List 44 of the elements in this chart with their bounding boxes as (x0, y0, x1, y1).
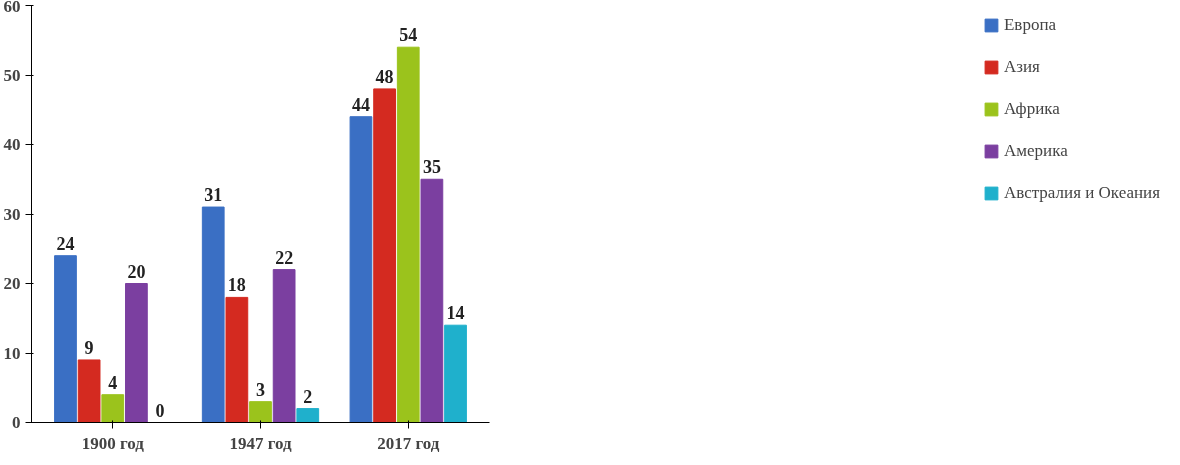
data-label: 35 (422, 157, 441, 178)
data-label: 4 (108, 372, 118, 393)
data-label: 22 (275, 247, 294, 268)
y-tick-label: 50 (3, 65, 21, 85)
legend-label: Австралия и Океания (1003, 183, 1160, 203)
bar (349, 116, 373, 423)
y-tick-label: 0 (12, 413, 21, 432)
bar (444, 324, 467, 423)
bar (420, 178, 444, 423)
data-label: 9 (84, 337, 94, 358)
data-label: 44 (351, 94, 370, 115)
data-label: 0 (155, 400, 165, 421)
bar (272, 269, 296, 423)
bar (77, 359, 101, 423)
bar (101, 394, 125, 423)
data-label: 3 (256, 379, 265, 400)
bar (249, 401, 272, 423)
data-label: 18 (227, 275, 246, 296)
bar (201, 206, 225, 423)
x-tick-label: 1900 год (81, 433, 145, 453)
legend-label: Европа (1003, 15, 1057, 35)
data-label: 31 (204, 185, 223, 206)
data-label: 20 (127, 261, 146, 282)
bar (396, 46, 420, 423)
x-tick-label: 1947 год (229, 433, 292, 453)
data-label: 54 (399, 25, 418, 46)
y-tick-label: 40 (3, 135, 21, 154)
y-tick-label: 10 (3, 343, 21, 363)
data-label: 2 (303, 386, 313, 407)
bar (125, 283, 148, 423)
legend-label: Африка (1003, 99, 1060, 119)
legend-label: Америка (1003, 141, 1068, 161)
y-tick-label: 60 (3, 0, 21, 16)
y-tick-label: 20 (3, 274, 21, 293)
y-tick-label: 30 (3, 204, 21, 224)
bar (54, 255, 77, 423)
bar (373, 88, 396, 423)
bar (225, 296, 249, 423)
x-tick-label: 2017 год (377, 433, 440, 453)
legend-label: Азия (1003, 57, 1040, 77)
data-label: 14 (446, 303, 465, 324)
data-label: 48 (375, 66, 394, 87)
data-label: 24 (56, 233, 75, 254)
bar (296, 408, 320, 423)
